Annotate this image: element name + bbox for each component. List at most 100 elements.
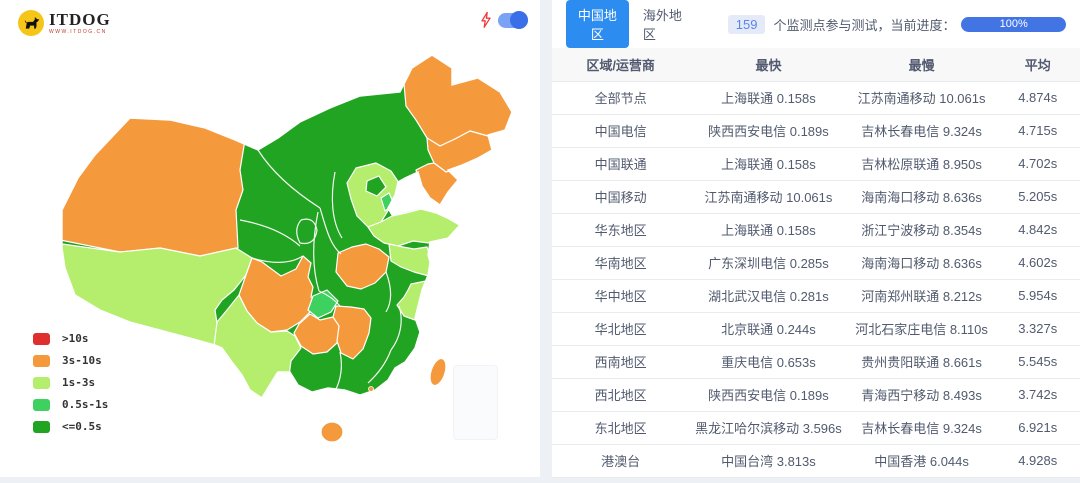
cell-slowest: 青海西宁移动 8.493s (847, 378, 996, 412)
legend-label: >10s (62, 332, 89, 345)
table-row: 中国移动 江苏南通移动 10.061s 海南海口移动 8.636s 5.205s (552, 180, 1080, 214)
cell-avg: 4.928s (995, 444, 1080, 478)
cell-fastest: 黑龙江哈尔滨移动 3.596s (689, 411, 848, 445)
cell-fastest: 重庆电信 0.653s (689, 345, 848, 379)
cell-region: 华东地区 (552, 213, 690, 247)
cell-fastest: 上海联通 0.158s (689, 147, 848, 181)
cell-region: 西南地区 (552, 345, 690, 379)
province-beijing[interactable] (365, 175, 387, 197)
legend-swatch (33, 376, 50, 389)
progress-value: 100% (999, 18, 1028, 30)
table-row: 西北地区 陕西西安电信 0.189s 青海西宁移动 8.493s 3.742s (552, 378, 1080, 412)
cell-slowest: 吉林松原联通 8.950s (847, 147, 996, 181)
table-row: 中国电信 陕西西安电信 0.189s 吉林长春电信 9.324s 4.715s (552, 114, 1080, 148)
cell-avg: 5.545s (995, 345, 1080, 379)
cell-region: 东北地区 (552, 411, 690, 445)
itdog-logo[interactable]: ITDOG WWW.ITDOG.CN (18, 10, 111, 36)
dog-icon (18, 10, 44, 36)
province-hunan[interactable] (332, 305, 372, 360)
map-legend: >10s 3s-10s 1s-3s 0.5s-1s <=0.5s (33, 332, 108, 433)
province-xinjiang[interactable] (40, 99, 246, 257)
cell-fastest: 中国台湾 3.813s (689, 444, 848, 478)
legend-item: >10s (33, 332, 108, 345)
brand-name: ITDOG (49, 10, 111, 29)
cell-region: 华南地区 (552, 246, 690, 280)
speed-mode-toggle[interactable] (498, 11, 528, 29)
table-row: 华东地区 上海联通 0.158s 浙江宁波移动 8.354s 4.842s (552, 213, 1080, 247)
cell-fastest: 上海联通 0.158s (689, 213, 848, 247)
province-taiwan[interactable] (427, 357, 449, 388)
toggle-knob (510, 11, 528, 29)
monitor-count-badge: 159 (727, 14, 766, 34)
status-text: 个监测点参与测试，当前进度： (773, 17, 956, 33)
legend-label: <=0.5s (62, 420, 102, 433)
column-header: 最快 (689, 48, 848, 82)
cell-fastest: 广东深圳电信 0.285s (689, 246, 848, 280)
cell-region: 全部节点 (552, 81, 690, 115)
cell-avg: 3.742s (995, 378, 1080, 412)
results-panel: 中国地区 海外地区 159 个监测点参与测试，当前进度： 100% 区域/运营商… (552, 0, 1080, 478)
table-row: 西南地区 重庆电信 0.653s 贵州贵阳联通 8.661s 5.545s (552, 345, 1080, 379)
column-header: 区域/运营商 (552, 48, 690, 82)
cell-region: 港澳台 (552, 444, 690, 478)
cell-slowest: 河北石家庄电信 8.110s (847, 312, 996, 346)
cell-region: 西北地区 (552, 378, 690, 412)
cell-slowest: 浙江宁波移动 8.354s (847, 213, 996, 247)
cell-avg: 5.954s (995, 279, 1080, 313)
cell-region: 中国电信 (552, 114, 690, 148)
tab-overseas-region[interactable]: 海外地区 (642, 8, 682, 42)
legend-swatch (33, 420, 50, 433)
cell-avg: 4.874s (995, 81, 1080, 115)
table-row: 全部节点 上海联通 0.158s 江苏南通移动 10.061s 4.874s (552, 81, 1080, 115)
legend-swatch (33, 354, 50, 367)
cell-avg: 4.842s (995, 213, 1080, 247)
tab-china-region[interactable]: 中国地区 (566, 0, 629, 48)
cell-region: 华中地区 (552, 279, 690, 313)
province-xianggang[interactable] (368, 386, 374, 392)
legend-swatch (33, 398, 50, 411)
legend-swatch (33, 332, 50, 345)
cell-slowest: 吉林长春电信 9.324s (847, 114, 996, 148)
table-row: 华南地区 广东深圳电信 0.285s 海南海口移动 8.636s 4.602s (552, 246, 1080, 280)
china-map (40, 54, 513, 443)
cell-fastest: 陕西西安电信 0.189s (689, 378, 848, 412)
table-row: 港澳台 中国台湾 3.813s 中国香港 6.044s 4.928s (552, 444, 1080, 478)
province-hainan[interactable] (320, 421, 344, 443)
lightning-icon (481, 12, 491, 28)
cell-slowest: 河南郑州联通 8.212s (847, 279, 996, 313)
table-row: 华中地区 湖北武汉电信 0.281s 河南郑州联通 8.212s 5.954s (552, 279, 1080, 313)
column-header: 平均 (995, 48, 1080, 82)
cell-avg: 4.602s (995, 246, 1080, 280)
legend-label: 3s-10s (62, 354, 102, 367)
table-row: 东北地区 黑龙江哈尔滨移动 3.596s 吉林长春电信 9.324s 6.921s (552, 411, 1080, 445)
results-table: 区域/运营商 最快 最慢 平均 全部节点 上海联通 0.158s 江苏南通移动 10.06… (552, 48, 1080, 478)
table-header-row: 区域/运营商 最快 最慢 平均 (552, 48, 1080, 82)
brand-subtitle: WWW.ITDOG.CN (49, 29, 107, 35)
cell-region: 中国联通 (552, 147, 690, 181)
cell-slowest: 海南海口移动 8.636s (847, 180, 996, 214)
table-row: 华北地区 北京联通 0.244s 河北石家庄电信 8.110s 3.327s (552, 312, 1080, 346)
cell-avg: 3.327s (995, 312, 1080, 346)
cell-slowest: 江苏南通移动 10.061s (847, 81, 996, 115)
legend-label: 1s-3s (62, 376, 96, 389)
cell-region: 中国移动 (552, 180, 690, 214)
legend-item: 3s-10s (33, 354, 108, 367)
progress-bar: 100% (961, 16, 1066, 32)
cell-avg: 4.702s (995, 147, 1080, 181)
legend-item: 1s-3s (33, 376, 108, 389)
province-hebei[interactable] (346, 162, 400, 228)
cell-avg: 6.921s (995, 411, 1080, 445)
province-borders (239, 149, 402, 392)
cell-fastest: 北京联通 0.244s (689, 312, 848, 346)
cell-avg: 5.205s (995, 180, 1080, 214)
map-panel: ITDOG WWW.ITDOG.CN (0, 0, 540, 477)
cell-slowest: 海南海口移动 8.636s (847, 246, 996, 280)
cell-slowest: 中国香港 6.044s (847, 444, 996, 478)
cell-fastest: 陕西西安电信 0.189s (689, 114, 848, 148)
table-row: 中国联通 上海联通 0.158s 吉林松原联通 8.950s 4.702s (552, 147, 1080, 181)
cell-avg: 4.715s (995, 114, 1080, 148)
province-liaoning[interactable] (415, 162, 463, 208)
column-header: 最慢 (847, 48, 996, 82)
legend-item: <=0.5s (33, 420, 108, 433)
legend-item: 0.5s-1s (33, 398, 108, 411)
